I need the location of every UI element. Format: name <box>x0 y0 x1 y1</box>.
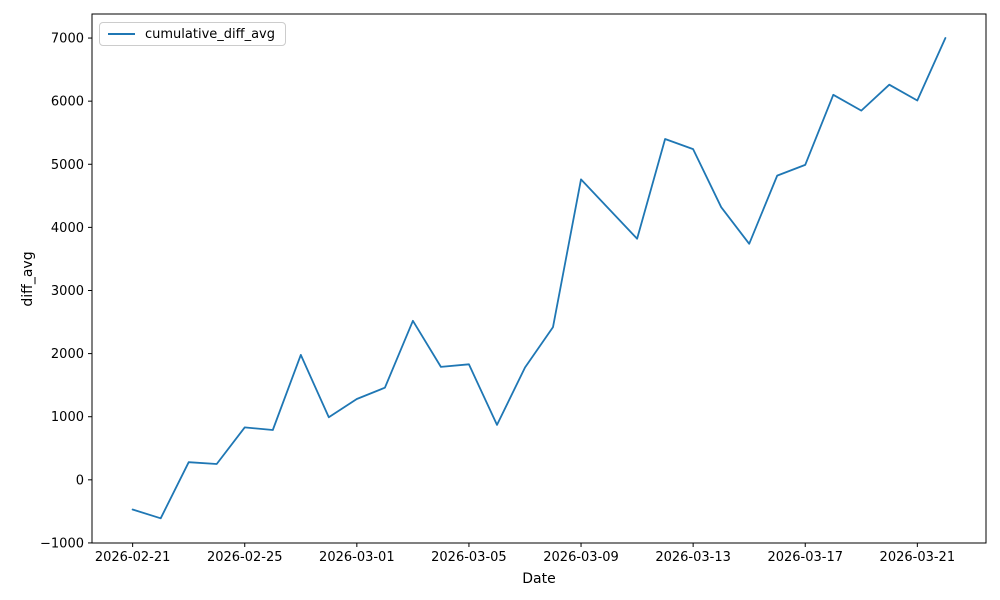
x-tick-label: 2026-03-09 <box>543 550 619 565</box>
x-tick-label: 2026-02-25 <box>207 550 283 565</box>
y-tick-label: −1000 <box>40 536 84 551</box>
axes-frame <box>91 13 987 544</box>
x-tick-label: 2026-03-13 <box>655 550 731 565</box>
x-tick-label: 2026-03-05 <box>431 550 507 565</box>
y-tick-label: 0 <box>76 473 84 488</box>
x-axis-label: Date <box>522 571 556 587</box>
y-axis-label: diff_avg <box>20 251 36 307</box>
x-tick-label: 2026-03-17 <box>767 550 843 565</box>
x-tick-label: 2026-03-01 <box>319 550 395 565</box>
series-line-cumulative-diff-avg <box>131 37 947 520</box>
x-tick-label: 2026-03-21 <box>880 550 956 565</box>
legend-label: cumulative_diff_avg <box>145 26 275 42</box>
legend-line-swatch <box>108 33 135 35</box>
y-tick-label: 6000 <box>51 95 84 110</box>
y-tick-label: 1000 <box>51 410 84 425</box>
y-tick-label: 2000 <box>51 347 84 362</box>
y-tick-label: 5000 <box>51 158 84 173</box>
y-tick-label: 3000 <box>51 284 84 299</box>
x-tick-label: 2026-02-21 <box>95 550 171 565</box>
legend: cumulative_diff_avg <box>99 22 286 46</box>
y-tick-label: 4000 <box>51 221 84 236</box>
y-tick-label: 7000 <box>51 32 84 47</box>
